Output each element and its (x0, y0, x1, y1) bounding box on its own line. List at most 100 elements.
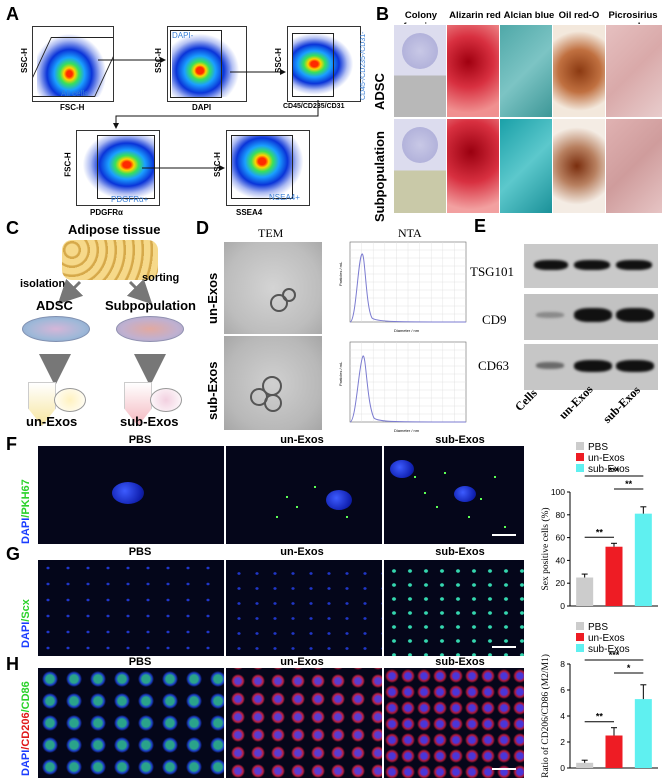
axis-label-x: CD45/CD235/CD31 (283, 103, 345, 110)
row-label-un-exos: un-Exos (205, 272, 220, 324)
y-tick-label: 0 (560, 763, 565, 773)
legend-swatch (576, 644, 584, 652)
bar (576, 762, 594, 768)
node-adsc: ADSC (36, 298, 73, 313)
bar (634, 513, 652, 606)
bar (634, 699, 652, 768)
y-tick-label: 4 (560, 711, 565, 721)
stain-image-oil-red-o (552, 118, 607, 214)
significance-label: *** (609, 650, 620, 660)
nta-ylabel: Particles / mL (338, 261, 343, 286)
significance-label: ** (596, 527, 604, 537)
significance-label: ** (625, 479, 633, 489)
exosome-zoom-sub (150, 388, 182, 412)
significance-label: ** (596, 712, 604, 722)
y-tick-label: 100 (551, 487, 565, 497)
legend-label: PBS (588, 442, 608, 453)
tem-image-sub-exos (224, 336, 322, 430)
image-h-un-exos (226, 668, 382, 778)
blot-cd9 (524, 294, 658, 340)
legend-label: un-Exos (588, 453, 625, 464)
y-axis-label: Ratio of CD206/CD86 (M2/M1) (540, 654, 551, 778)
y-tick-label: 8 (560, 659, 565, 669)
node-adipose-tissue: Adipose tissue (68, 222, 161, 237)
legend-label: PBS (588, 622, 608, 633)
column-label-tem: TEM (258, 226, 284, 240)
flow-plot-dapi: DAPI- (167, 26, 247, 102)
axis-label-x: DAPI (192, 103, 212, 112)
nta-xlabel: Diameter / nm (394, 328, 420, 333)
stain-image-colony-forming (393, 24, 448, 118)
legend-label: sub-Exos (588, 644, 630, 655)
image-g-un-exos (226, 560, 382, 656)
column-label-sub-exos: sub-Exos (435, 656, 485, 668)
side-label-g: DAPI/Scx (20, 599, 32, 648)
panel-label-e: E (474, 216, 487, 236)
column-label-pbs: PBS (128, 546, 152, 558)
y-tick-label: 2 (560, 737, 565, 747)
image-h-pbs (38, 668, 224, 778)
y-tick-label: 6 (560, 685, 565, 695)
legend-swatch (576, 453, 584, 461)
axis-label-x: SSEA4 (236, 208, 263, 217)
bar (605, 546, 623, 606)
axis-label-x: PDGFRα (90, 208, 123, 217)
row-label-adsc: ADSC (372, 73, 387, 110)
nta-plot-sub-exos: Particles / mL Diameter / nm (338, 341, 467, 433)
legend-swatch (576, 622, 584, 630)
panel-label-c: C (6, 218, 19, 238)
axis-label-x: FSC-H (60, 103, 85, 112)
y-tick-label: 60 (556, 533, 566, 543)
y-tick-label: 20 (556, 578, 566, 588)
column-label-un-exos: un-Exos (280, 546, 324, 558)
panel-c-arrows (39, 278, 166, 386)
stain-image-oil-red-o (552, 24, 607, 118)
image-g-sub-exos (384, 560, 524, 656)
y-tick-label: 0 (560, 601, 565, 611)
lane-label-cells: Cells (512, 386, 540, 414)
panel-label-b: B (376, 4, 389, 24)
flow-plot-all-cells: All cells (32, 26, 114, 102)
nta-xlabel: Diameter / nm (394, 428, 420, 433)
column-label-un-exos: un-Exos (280, 656, 324, 668)
significance-label: * (627, 663, 631, 673)
arrow-label-isolation: isolation (20, 278, 66, 290)
panel-label-g: G (6, 544, 21, 564)
petri-dish-adsc (22, 316, 90, 342)
panel-label-a: A (6, 4, 19, 24)
stain-image-colony-forming (393, 118, 448, 214)
legend-swatch (576, 464, 584, 472)
legend-swatch (576, 442, 584, 450)
panel-label-f: F (6, 434, 17, 454)
panel-label-h: H (6, 654, 19, 674)
stain-image-picrosirius-red (605, 118, 663, 214)
stain-image-picrosirius-red (605, 24, 663, 118)
column-label: Oil red-O (558, 10, 600, 21)
column-label: Alcian blue (503, 10, 555, 21)
y-axis-label: Sex positive cells (%) (540, 507, 551, 590)
nta-plot-un-exos: Particles / mL Diameter / nm (338, 241, 467, 333)
row-label-subpopulation: Subpopulation (372, 131, 387, 222)
blot-tsg101 (524, 244, 658, 288)
stain-image-alcian-blue (499, 24, 554, 118)
adipose-tissue-illustration (62, 240, 158, 280)
node-un-exos: un-Exos (26, 414, 78, 429)
legend-swatch (576, 633, 584, 641)
row-label-sub-exos: sub-Exos (205, 361, 220, 420)
panel-label-d: D (196, 218, 209, 238)
flow-plot-cd45 (287, 26, 361, 102)
image-f-pbs (38, 446, 224, 544)
y-tick-label: 40 (556, 555, 566, 565)
bar (576, 577, 594, 606)
stain-image-alizarin-red (446, 24, 501, 118)
column-label-nta: NTA (398, 226, 422, 240)
stain-image-alizarin-red (446, 118, 501, 214)
column-label-un-exos: un-Exos (280, 434, 324, 446)
column-label-sub-exos: sub-Exos (435, 434, 485, 446)
image-h-sub-exos (384, 668, 524, 778)
column-label-pbs: PBS (128, 434, 152, 446)
band-label-tsg101: TSG101 (470, 264, 515, 279)
column-label-sub-exos: sub-Exos (435, 546, 485, 558)
